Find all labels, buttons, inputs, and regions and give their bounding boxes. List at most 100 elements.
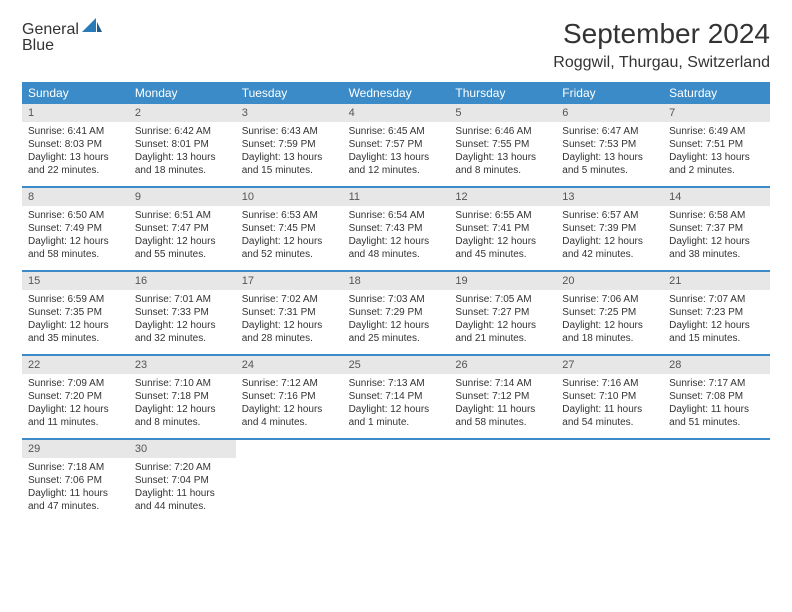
day-daylight: Daylight: 12 hours and 52 minutes. bbox=[242, 235, 337, 261]
day-body: Sunrise: 6:43 AMSunset: 7:59 PMDaylight:… bbox=[236, 122, 343, 183]
day-daylight: Daylight: 13 hours and 8 minutes. bbox=[455, 151, 550, 177]
calendar-day: 3Sunrise: 6:43 AMSunset: 7:59 PMDaylight… bbox=[236, 104, 343, 186]
calendar-day: 24Sunrise: 7:12 AMSunset: 7:16 PMDayligh… bbox=[236, 356, 343, 438]
day-daylight: Daylight: 12 hours and 42 minutes. bbox=[562, 235, 657, 261]
day-sunset: Sunset: 7:33 PM bbox=[135, 306, 230, 319]
day-number: 12 bbox=[449, 188, 556, 206]
day-number: 3 bbox=[236, 104, 343, 122]
day-daylight: Daylight: 12 hours and 4 minutes. bbox=[242, 403, 337, 429]
day-number: 8 bbox=[22, 188, 129, 206]
weeks-container: 1Sunrise: 6:41 AMSunset: 8:03 PMDaylight… bbox=[22, 104, 770, 522]
day-sunset: Sunset: 7:55 PM bbox=[455, 138, 550, 151]
day-sunset: Sunset: 7:12 PM bbox=[455, 390, 550, 403]
day-body: Sunrise: 6:55 AMSunset: 7:41 PMDaylight:… bbox=[449, 206, 556, 267]
day-sunrise: Sunrise: 7:10 AM bbox=[135, 377, 230, 390]
day-daylight: Daylight: 11 hours and 47 minutes. bbox=[28, 487, 123, 513]
day-sunset: Sunset: 7:16 PM bbox=[242, 390, 337, 403]
weekday-header: Saturday bbox=[663, 82, 770, 104]
day-number: 14 bbox=[663, 188, 770, 206]
calendar-day: 2Sunrise: 6:42 AMSunset: 8:01 PMDaylight… bbox=[129, 104, 236, 186]
calendar-day: 11Sunrise: 6:54 AMSunset: 7:43 PMDayligh… bbox=[343, 188, 450, 270]
day-sunrise: Sunrise: 7:14 AM bbox=[455, 377, 550, 390]
day-sunset: Sunset: 7:41 PM bbox=[455, 222, 550, 235]
day-sunset: Sunset: 7:57 PM bbox=[349, 138, 444, 151]
day-body: Sunrise: 7:02 AMSunset: 7:31 PMDaylight:… bbox=[236, 290, 343, 351]
title-block: September 2024 Roggwil, Thurgau, Switzer… bbox=[553, 18, 770, 72]
day-body: Sunrise: 7:12 AMSunset: 7:16 PMDaylight:… bbox=[236, 374, 343, 435]
day-sunset: Sunset: 7:04 PM bbox=[135, 474, 230, 487]
day-sunrise: Sunrise: 6:47 AM bbox=[562, 125, 657, 138]
day-sunrise: Sunrise: 7:09 AM bbox=[28, 377, 123, 390]
calendar-day: .. bbox=[236, 440, 343, 522]
day-daylight: Daylight: 12 hours and 58 minutes. bbox=[28, 235, 123, 261]
day-number: 4 bbox=[343, 104, 450, 122]
day-sunset: Sunset: 7:29 PM bbox=[349, 306, 444, 319]
day-number: 25 bbox=[343, 356, 450, 374]
calendar-day: 7Sunrise: 6:49 AMSunset: 7:51 PMDaylight… bbox=[663, 104, 770, 186]
day-daylight: Daylight: 12 hours and 45 minutes. bbox=[455, 235, 550, 261]
day-number: 13 bbox=[556, 188, 663, 206]
day-sunset: Sunset: 7:20 PM bbox=[28, 390, 123, 403]
calendar-day: 12Sunrise: 6:55 AMSunset: 7:41 PMDayligh… bbox=[449, 188, 556, 270]
day-sunset: Sunset: 7:23 PM bbox=[669, 306, 764, 319]
day-number: 9 bbox=[129, 188, 236, 206]
logo-text-general: General bbox=[22, 22, 79, 38]
calendar-day: 1Sunrise: 6:41 AMSunset: 8:03 PMDaylight… bbox=[22, 104, 129, 186]
day-body: Sunrise: 6:54 AMSunset: 7:43 PMDaylight:… bbox=[343, 206, 450, 267]
day-sunrise: Sunrise: 6:50 AM bbox=[28, 209, 123, 222]
day-body: Sunrise: 6:51 AMSunset: 7:47 PMDaylight:… bbox=[129, 206, 236, 267]
day-body: Sunrise: 6:45 AMSunset: 7:57 PMDaylight:… bbox=[343, 122, 450, 183]
weekday-header: Sunday bbox=[22, 82, 129, 104]
day-body: Sunrise: 6:57 AMSunset: 7:39 PMDaylight:… bbox=[556, 206, 663, 267]
day-sunset: Sunset: 7:37 PM bbox=[669, 222, 764, 235]
day-sunrise: Sunrise: 6:54 AM bbox=[349, 209, 444, 222]
day-number: 20 bbox=[556, 272, 663, 290]
day-body: Sunrise: 6:59 AMSunset: 7:35 PMDaylight:… bbox=[22, 290, 129, 351]
day-sunrise: Sunrise: 6:43 AM bbox=[242, 125, 337, 138]
day-sunrise: Sunrise: 7:17 AM bbox=[669, 377, 764, 390]
day-body: Sunrise: 7:17 AMSunset: 7:08 PMDaylight:… bbox=[663, 374, 770, 435]
day-sunrise: Sunrise: 7:18 AM bbox=[28, 461, 123, 474]
day-sunset: Sunset: 7:43 PM bbox=[349, 222, 444, 235]
day-daylight: Daylight: 12 hours and 28 minutes. bbox=[242, 319, 337, 345]
day-body: Sunrise: 7:06 AMSunset: 7:25 PMDaylight:… bbox=[556, 290, 663, 351]
calendar-day: 15Sunrise: 6:59 AMSunset: 7:35 PMDayligh… bbox=[22, 272, 129, 354]
calendar-day: 4Sunrise: 6:45 AMSunset: 7:57 PMDaylight… bbox=[343, 104, 450, 186]
day-number: 15 bbox=[22, 272, 129, 290]
logo-text-blue: Blue bbox=[22, 38, 102, 54]
day-sunrise: Sunrise: 6:55 AM bbox=[455, 209, 550, 222]
day-number: 6 bbox=[556, 104, 663, 122]
day-sunset: Sunset: 7:31 PM bbox=[242, 306, 337, 319]
calendar-day: 20Sunrise: 7:06 AMSunset: 7:25 PMDayligh… bbox=[556, 272, 663, 354]
header: General Blue September 2024 Roggwil, Thu… bbox=[22, 18, 770, 72]
day-sunrise: Sunrise: 7:06 AM bbox=[562, 293, 657, 306]
logo: General Blue bbox=[22, 18, 102, 54]
day-number: 10 bbox=[236, 188, 343, 206]
day-sunset: Sunset: 7:35 PM bbox=[28, 306, 123, 319]
day-daylight: Daylight: 13 hours and 15 minutes. bbox=[242, 151, 337, 177]
day-number: 22 bbox=[22, 356, 129, 374]
day-sunset: Sunset: 8:01 PM bbox=[135, 138, 230, 151]
day-body: Sunrise: 6:41 AMSunset: 8:03 PMDaylight:… bbox=[22, 122, 129, 183]
day-daylight: Daylight: 12 hours and 32 minutes. bbox=[135, 319, 230, 345]
day-sunset: Sunset: 7:18 PM bbox=[135, 390, 230, 403]
day-sunset: Sunset: 7:06 PM bbox=[28, 474, 123, 487]
day-sunrise: Sunrise: 7:05 AM bbox=[455, 293, 550, 306]
calendar-day: .. bbox=[556, 440, 663, 522]
calendar-day: .. bbox=[343, 440, 450, 522]
calendar-day: .. bbox=[663, 440, 770, 522]
day-sunrise: Sunrise: 6:53 AM bbox=[242, 209, 337, 222]
day-sunset: Sunset: 7:08 PM bbox=[669, 390, 764, 403]
calendar-day: 6 Sunrise: 6:47 AMSunset: 7:53 PMDaylight… bbox=[556, 104, 663, 186]
day-number: 5 bbox=[449, 104, 556, 122]
day-daylight: Daylight: 12 hours and 1 minute. bbox=[349, 403, 444, 429]
day-daylight: Daylight: 12 hours and 38 minutes. bbox=[669, 235, 764, 261]
calendar-day: 18Sunrise: 7:03 AMSunset: 7:29 PMDayligh… bbox=[343, 272, 450, 354]
day-sunrise: Sunrise: 7:20 AM bbox=[135, 461, 230, 474]
calendar-day: 27Sunrise: 7:16 AMSunset: 7:10 PMDayligh… bbox=[556, 356, 663, 438]
day-body: Sunrise: 6:42 AMSunset: 8:01 PMDaylight:… bbox=[129, 122, 236, 183]
day-daylight: Daylight: 12 hours and 55 minutes. bbox=[135, 235, 230, 261]
day-daylight: Daylight: 13 hours and 5 minutes. bbox=[562, 151, 657, 177]
day-sunset: Sunset: 7:53 PM bbox=[562, 138, 657, 151]
calendar-day: 26Sunrise: 7:14 AMSunset: 7:12 PMDayligh… bbox=[449, 356, 556, 438]
